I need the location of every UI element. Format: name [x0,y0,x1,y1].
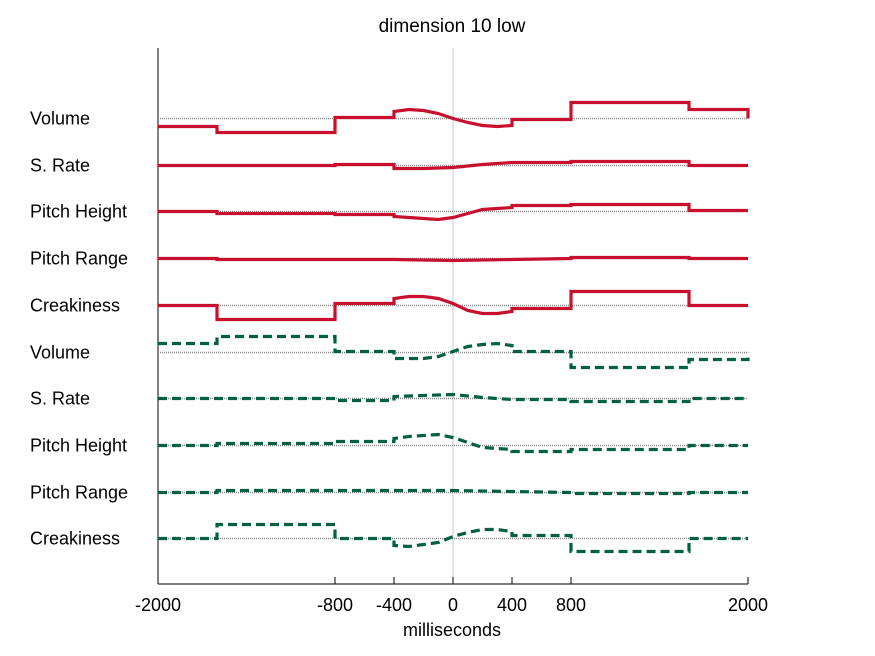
row-label: Pitch Height [30,436,127,456]
series-line [158,289,748,322]
row-label: Pitch Range [30,249,128,269]
row-label: Pitch Height [30,202,127,222]
x-tick-label: -800 [317,595,353,615]
series-line [158,392,748,404]
row-label: Volume [30,343,90,363]
x-tick-label: 0 [448,595,458,615]
x-tick-label: 2000 [728,595,768,615]
x-tick-label: -2000 [135,595,181,615]
chart-title: dimension 10 low [379,16,526,37]
series-line [158,255,748,263]
row-label: Creakiness [30,296,120,316]
series-line [158,334,750,370]
series-line [158,522,748,554]
row-label: Volume [30,109,90,129]
series-group [158,100,750,554]
x-axis-label: milliseconds [403,620,501,640]
row-label: Creakiness [30,529,120,549]
row-label: S. Rate [30,389,90,409]
x-ticks: -2000 -800 -400 0 400 800 2000 [135,577,768,615]
series-line [158,488,748,496]
x-tick-label: -400 [376,595,412,615]
series-line [158,159,748,171]
x-tick-label: 400 [497,595,527,615]
row-label: Pitch Range [30,483,128,503]
series-line [158,432,748,454]
x-tick-label: 800 [556,595,586,615]
series-line [158,202,748,222]
row-labels: Volume S. Rate Pitch Height Pitch Range Crea… [30,109,128,549]
row-label: S. Rate [30,156,90,176]
series-line [158,100,750,135]
